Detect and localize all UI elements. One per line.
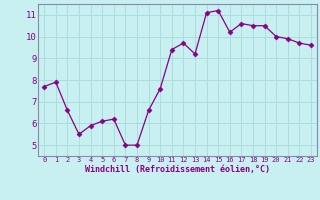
X-axis label: Windchill (Refroidissement éolien,°C): Windchill (Refroidissement éolien,°C): [85, 165, 270, 174]
